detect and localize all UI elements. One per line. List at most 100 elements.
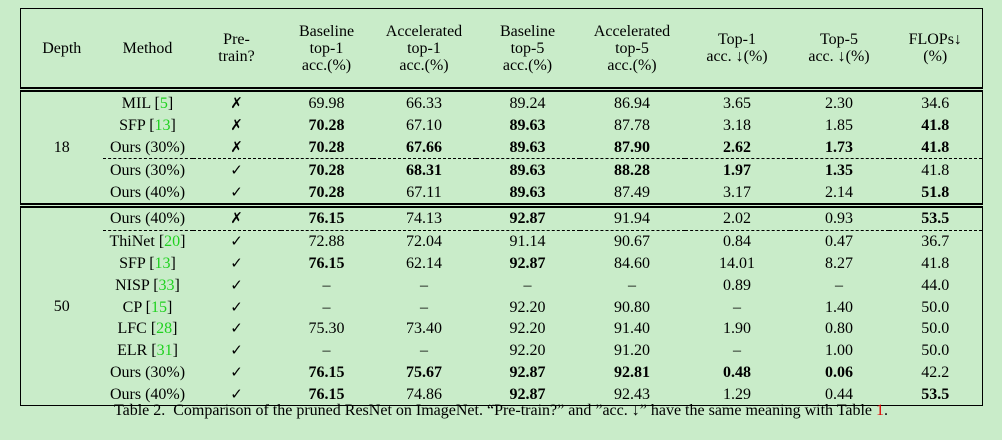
header-line: Pre-	[223, 31, 250, 48]
header-line: Accelerated	[385, 22, 463, 40]
header-cell: Baseline top-1 acc.(%)	[280, 8, 373, 90]
header-line: train?	[218, 48, 255, 65]
value-cell: –	[733, 298, 741, 316]
value-cell: 75.67	[406, 363, 442, 381]
header-cell: Top-1 acc. ↓(%)	[684, 8, 790, 90]
value-cell: 92.81	[614, 363, 650, 381]
value-cell: 0.48	[723, 363, 751, 381]
value-cell: 8.27	[825, 254, 853, 272]
pretrain-cell: ✗	[230, 115, 243, 134]
method-cell: CP [15]	[122, 298, 173, 316]
header-line: top-1	[407, 39, 441, 57]
value-cell: 36.7	[888, 229, 983, 253]
value-cell: 89.63	[509, 183, 546, 201]
value-cell: 92.87	[509, 254, 546, 272]
value-cell: 84.60	[614, 254, 650, 272]
value-cell: 70.28	[308, 183, 345, 201]
table-row: 18 MIL [5] ✗ 69.98 66.33 89.24 86.94 3.65 2.30 34…	[20, 87, 983, 206]
value-cell: 3.18	[723, 116, 751, 134]
header-line: acc. ↓(%)	[706, 48, 768, 65]
value-cell: 41.8	[921, 138, 950, 156]
header-cell: Method	[102, 8, 193, 90]
value-cell: 90.80	[614, 298, 650, 316]
value-cell: 1.40	[825, 298, 853, 316]
pretrain-cell: ✓	[230, 384, 243, 403]
header-row: Depth Method Pre-train? Baseline top-1 acc.(%…	[20, 8, 983, 90]
value-cell: 76.15	[308, 385, 345, 403]
header-line: top-5	[615, 39, 649, 57]
header-cell: Baseline top-5 acc.(%)	[475, 8, 580, 90]
value-cell: 53.5	[921, 385, 950, 403]
value-cell: –	[322, 276, 331, 294]
results-table: Depth Method Pre-train? Baseline top-1 acc.(%…	[20, 8, 983, 407]
value-cell: 89.63	[475, 158, 580, 181]
value-cell: 67.11	[406, 183, 442, 201]
pretrain-cell: ✓	[230, 253, 243, 272]
value-cell: 2.14	[825, 183, 853, 201]
pretrain-cell: ✓	[230, 341, 243, 360]
depth-cell: 18	[20, 87, 103, 206]
method-cell: Ours (40%)	[102, 203, 193, 231]
value-cell: 76.15	[280, 203, 373, 231]
value-cell: 72.04	[372, 229, 476, 253]
value-cell: 53.5	[888, 203, 983, 231]
header-line: top-5	[510, 39, 545, 57]
value-cell: 91.94	[579, 203, 685, 231]
value-cell: 66.33	[372, 87, 476, 114]
method-cell: Ours (40%)	[109, 183, 186, 201]
method-cell: LFC [28]	[117, 320, 178, 338]
value-cell: 1.90	[723, 320, 751, 338]
value-cell: 89.24	[475, 87, 580, 114]
value-cell: –	[523, 276, 532, 294]
header-line: Accelerated	[593, 22, 671, 40]
method-cell: Ours (40%)	[109, 385, 186, 403]
value-cell: 0.47	[789, 229, 889, 253]
value-cell: 91.14	[475, 229, 580, 253]
value-cell: –	[420, 342, 428, 360]
value-cell: 2.62	[723, 138, 751, 156]
value-cell: 3.65	[684, 87, 790, 114]
value-cell: –	[420, 298, 428, 316]
value-cell: 88.28	[579, 158, 685, 181]
value-cell: 74.13	[372, 203, 476, 231]
table-row: ThiNet [20] ✓ 72.88 72.04 91.14 90.67 0.84 0.47…	[21, 229, 983, 253]
value-cell: –	[420, 276, 428, 294]
value-cell: 67.10	[406, 116, 442, 134]
value-cell: 90.67	[579, 229, 685, 253]
table-row: NISP [33] ✓ – – – – 0.89 – 44.0	[21, 274, 983, 296]
value-cell: 0.84	[684, 229, 790, 253]
value-cell: 1.85	[825, 116, 853, 134]
method-cell: Ours (30%)	[102, 158, 193, 181]
table-row: Ours (30%) ✗ 70.28 67.66 89.63 87.90 2.62 1.73 4…	[21, 136, 983, 159]
value-cell: 67.66	[406, 138, 442, 156]
value-cell: –	[322, 342, 331, 360]
value-cell: 44.0	[921, 276, 950, 294]
value-cell: –	[733, 342, 741, 360]
method-cell: SFP [13]	[119, 116, 176, 134]
value-cell: –	[322, 298, 331, 316]
value-cell: 41.8	[888, 158, 983, 181]
table-row: Ours (30%) ✓ 76.15 75.67 92.87 92.81 0.48 0.06 4…	[21, 362, 983, 384]
pretrain-cell: ✗	[192, 203, 281, 231]
value-cell: 92.87	[509, 363, 546, 381]
value-cell: 74.86	[406, 385, 442, 403]
value-cell: 70.28	[308, 138, 345, 156]
method-cell: Ours (30%)	[109, 138, 186, 156]
value-cell: 0.80	[825, 320, 853, 338]
pretrain-cell: ✓	[230, 319, 243, 338]
value-cell: 89.63	[509, 116, 546, 134]
header-line: Method	[122, 39, 173, 57]
value-cell: 34.6	[888, 87, 983, 114]
value-cell: 50.0	[921, 320, 950, 338]
value-cell: 92.43	[614, 385, 650, 403]
value-cell: 73.40	[406, 320, 442, 338]
value-cell: 14.01	[719, 254, 755, 272]
value-cell: 41.8	[921, 116, 950, 134]
row-group: 18 MIL [5] ✗ 69.98 66.33 89.24 86.94 3.65 2.30 34…	[20, 87, 983, 206]
value-cell: 3.17	[723, 183, 751, 201]
header-cell: Pre-train?	[192, 8, 281, 90]
header-line: acc.(%)	[399, 56, 449, 74]
header-cell: Top-5 acc. ↓(%)	[789, 8, 889, 90]
method-cell: MIL [5]	[102, 87, 193, 114]
pretrain-cell: ✓	[230, 297, 243, 316]
